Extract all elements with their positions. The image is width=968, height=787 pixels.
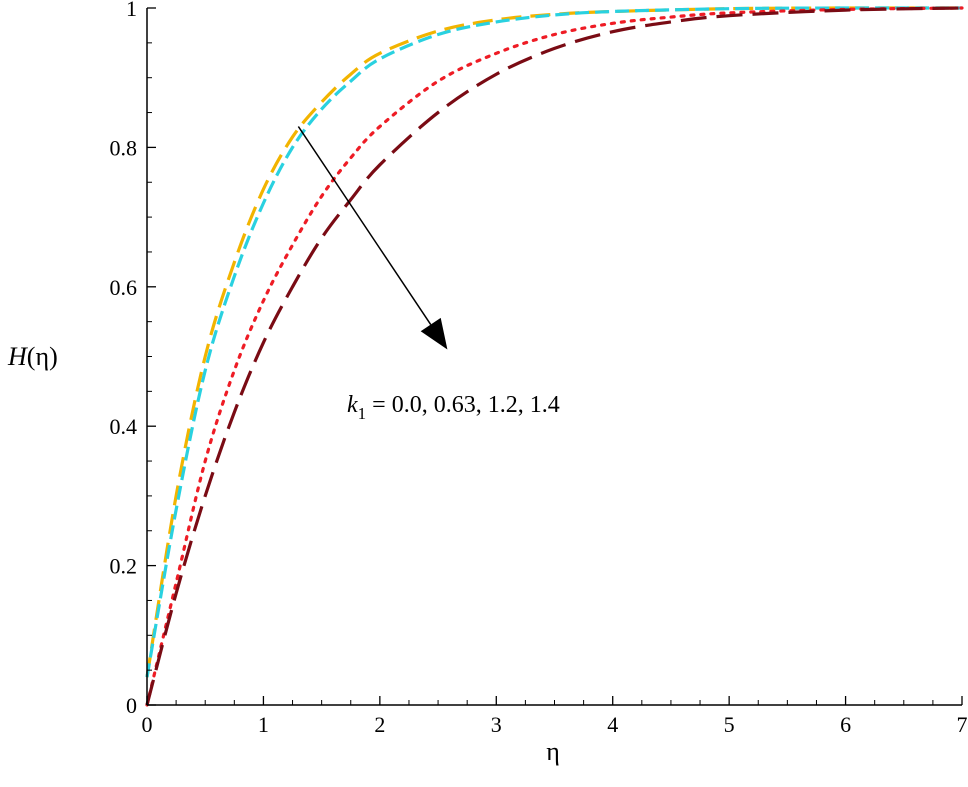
series-line-2 xyxy=(145,6,963,678)
annotation-label: k1 = 0.0, 0.63, 1.2, 1.4 xyxy=(347,392,560,423)
series-layer xyxy=(145,6,964,707)
x-tick-label: 5 xyxy=(724,712,735,737)
annotation-symbol: k xyxy=(347,392,358,418)
y-axis-title-arg: η xyxy=(35,342,49,371)
x-tick-label: 7 xyxy=(957,712,968,737)
x-tick-label: 2 xyxy=(374,712,385,737)
series-line-3 xyxy=(145,6,964,707)
annotation-values: = 0.0, 0.63, 1.2, 1.4 xyxy=(366,392,560,418)
y-axis-title-paren-close: ) xyxy=(49,342,58,371)
x-axis-title: η xyxy=(546,737,560,766)
y-axis-title: H(η) xyxy=(7,342,58,371)
axes-layer: 0 1 2 3 4 5 6 7 0 0.2 0.4 0.6 0.8 1 xyxy=(110,0,968,737)
y-tick-label: 0 xyxy=(126,693,137,718)
x-tick-label: 4 xyxy=(607,712,618,737)
y-tick-label: 0.4 xyxy=(110,414,138,439)
annotation-subscript: 1 xyxy=(358,404,367,423)
annotation-arrow-head xyxy=(420,317,448,350)
y-tick-label: 0.2 xyxy=(110,554,138,579)
series-line-1 xyxy=(145,6,963,678)
y-axis-title-paren-open: ( xyxy=(27,342,36,371)
y-axis-title-var: H xyxy=(7,342,28,371)
x-tick-label: 3 xyxy=(491,712,502,737)
y-tick-label: 0.6 xyxy=(110,275,138,300)
annotation-arrow-group xyxy=(297,126,448,350)
x-tick-label: 1 xyxy=(258,712,269,737)
y-tick-label: 0.8 xyxy=(110,135,138,160)
x-tick-label: 6 xyxy=(840,712,851,737)
series-line-4 xyxy=(145,6,963,706)
x-tick-label: 0 xyxy=(142,712,153,737)
y-tick-label: 1 xyxy=(126,0,137,21)
annotation-arrow-shaft xyxy=(297,126,432,326)
